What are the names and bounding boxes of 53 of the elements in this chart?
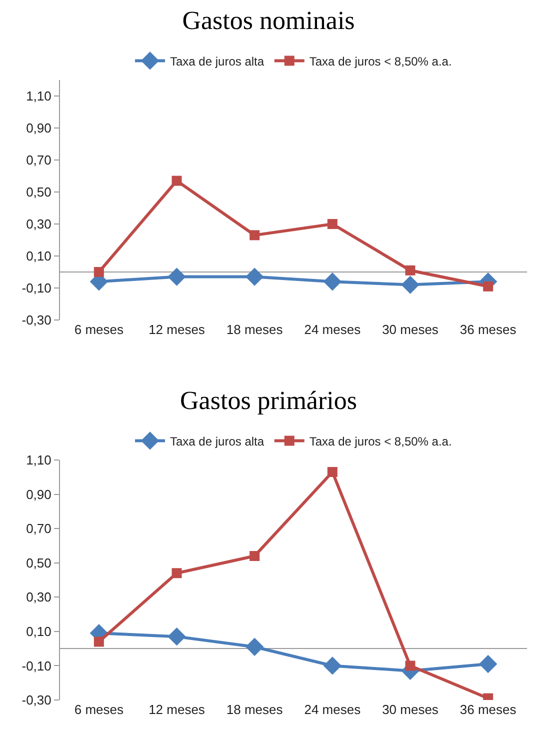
x-tick-label: 30 meses xyxy=(382,322,439,337)
y-tick-label: -0,30 xyxy=(22,312,52,328)
x-tick-label: 24 meses xyxy=(304,322,362,337)
legend-label: Taxa de juros < 8,50% a.a. xyxy=(309,54,452,68)
y-tick-label: 0,50 xyxy=(26,555,52,570)
point xyxy=(250,230,260,240)
x-tick-label: 36 meses xyxy=(460,702,517,717)
point xyxy=(245,638,264,656)
x-tick-label: 12 meses xyxy=(148,322,206,337)
point xyxy=(250,551,260,561)
point xyxy=(172,568,182,578)
point xyxy=(245,268,264,286)
legend-label: Taxa de juros alta xyxy=(170,54,264,68)
point xyxy=(478,654,498,674)
y-tick-label: -0,30 xyxy=(22,692,52,708)
point xyxy=(405,265,416,276)
point xyxy=(168,268,186,286)
x-tick-label: 24 meses xyxy=(304,702,362,717)
point xyxy=(327,467,338,477)
x-tick-label: 36 meses xyxy=(460,322,517,337)
y-tick-label: 0,70 xyxy=(26,152,52,168)
x-tick-label: 12 meses xyxy=(148,702,206,717)
y-tick-label: 0,10 xyxy=(26,248,52,264)
y-tick-label: 0,30 xyxy=(26,590,52,605)
x-tick-label: 18 meses xyxy=(226,322,284,337)
point xyxy=(94,636,104,647)
y-tick-label: 0,50 xyxy=(26,184,52,200)
point xyxy=(172,176,182,186)
legend-label: Taxa de juros < 8,50% a.a. xyxy=(309,434,452,448)
point xyxy=(327,219,338,229)
chart-title: Gastos primários xyxy=(180,386,357,415)
point xyxy=(401,276,420,294)
y-tick-label: -0,10 xyxy=(22,658,52,674)
x-tick-label: 6 meses xyxy=(74,702,124,717)
x-tick-label: 6 meses xyxy=(74,322,124,337)
point xyxy=(168,627,186,646)
y-tick-label: 0,90 xyxy=(26,120,52,136)
chart-title: Gastos nominais xyxy=(182,6,355,35)
x-tick-label: 30 meses xyxy=(382,702,439,717)
point xyxy=(405,660,416,671)
y-tick-label: 0,70 xyxy=(26,521,52,536)
point xyxy=(323,656,342,675)
y-tick-label: -0,10 xyxy=(22,280,52,296)
y-tick-label: 0,30 xyxy=(26,216,52,232)
y-tick-label: 1,10 xyxy=(26,88,52,104)
x-tick-label: 18 meses xyxy=(226,702,284,717)
y-tick-label: 0,10 xyxy=(26,624,52,639)
y-tick-label: 1,10 xyxy=(26,452,52,468)
point xyxy=(483,281,494,292)
y-tick-label: 0,90 xyxy=(26,486,52,502)
legend-label: Taxa de juros alta xyxy=(170,434,264,448)
point xyxy=(323,272,342,291)
point xyxy=(94,267,104,277)
